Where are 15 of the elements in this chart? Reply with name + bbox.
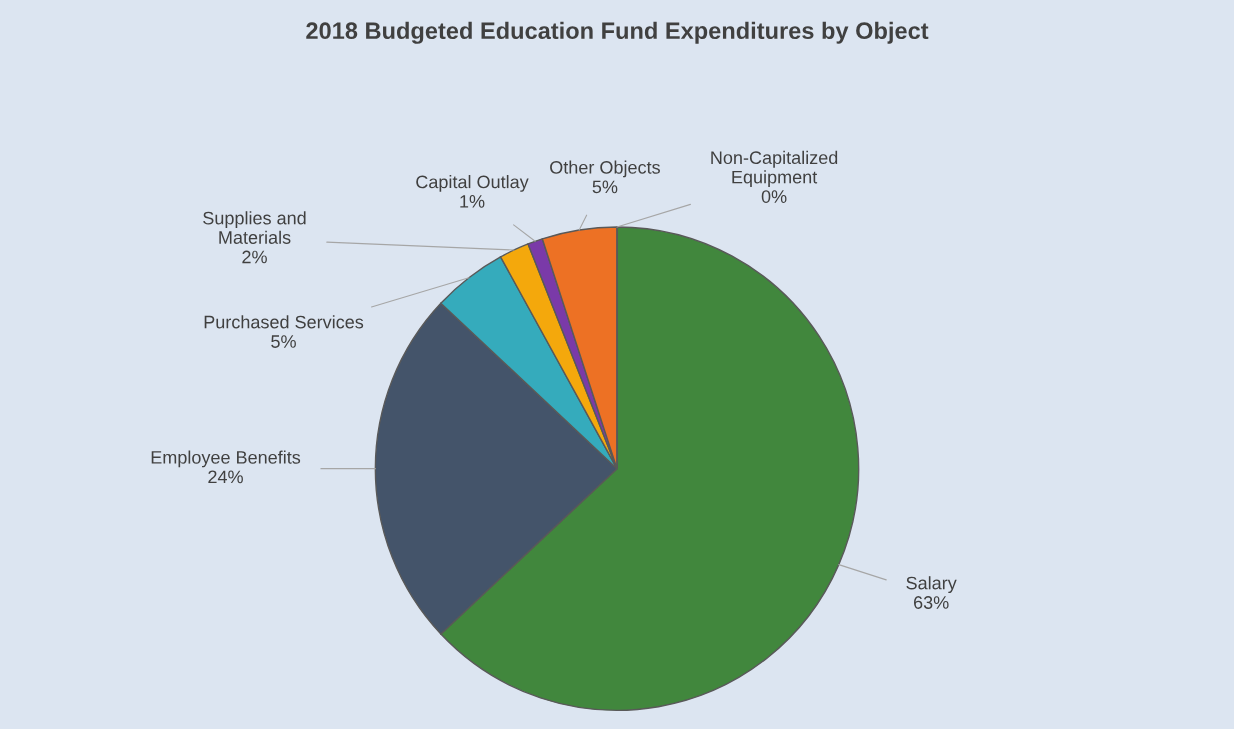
data-label: 5% [271,335,296,348]
data-label: 2% [242,250,267,264]
slice-label: Salary [906,576,957,594]
slice-label: Employee Benefits [151,450,301,468]
chart-title: 2018 Budgeted Education Fund Expenditures by Object [306,21,929,44]
data-label: 24% [208,470,243,484]
slice-label: Other Objects [550,160,660,178]
slice-label: Capital Outlay [416,175,529,192]
slice-label: Purchased Services [204,315,364,329]
data-label: 5% [592,180,618,194]
text: 0% [761,190,787,203]
slice-label: Supplies and Materials [203,211,306,244]
data-label: 1% [460,195,485,208]
category-label: Non-Capitalized Equipment [711,150,838,188]
data-label: 63% [914,596,949,609]
